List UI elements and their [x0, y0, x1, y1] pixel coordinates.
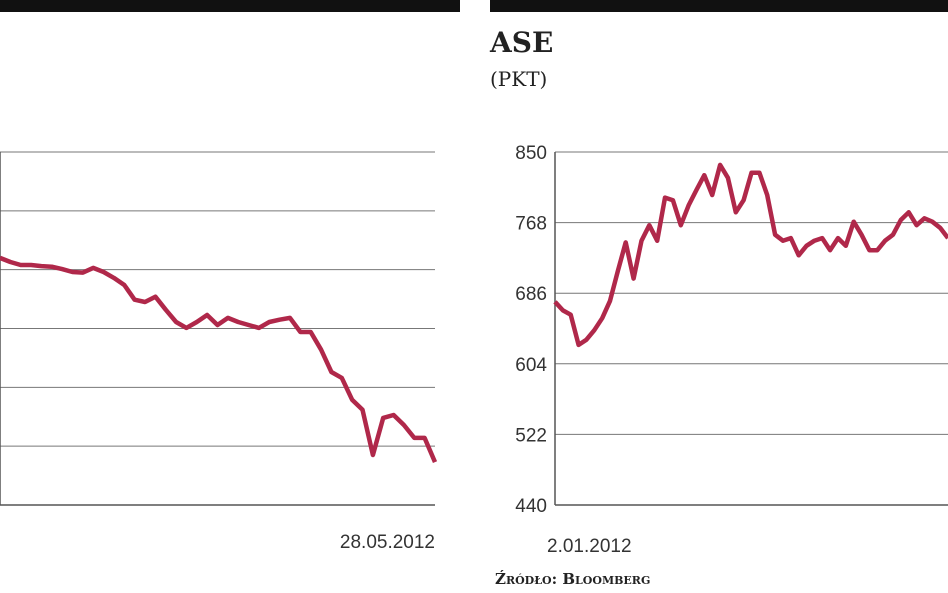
y-tick-label: 522	[515, 425, 547, 446]
y-tick-label: 768	[515, 214, 547, 235]
header-bar	[490, 0, 948, 12]
header-bar	[0, 0, 460, 12]
x-tick-label: 28.05.2012	[340, 532, 435, 553]
x-tick-label: 2.01.2012	[547, 536, 632, 557]
chart-title: ASE	[489, 26, 553, 59]
data-line	[553, 162, 948, 348]
chart-subtitle: (PKT)	[490, 67, 547, 91]
data-line	[0, 255, 438, 463]
y-tick-label: 686	[515, 284, 547, 305]
source-note: Źródło: Bloomberg	[495, 570, 650, 588]
y-tick-label: 440	[515, 496, 547, 517]
y-tick-label: 604	[515, 355, 547, 376]
y-tick-label: 850	[515, 143, 547, 164]
